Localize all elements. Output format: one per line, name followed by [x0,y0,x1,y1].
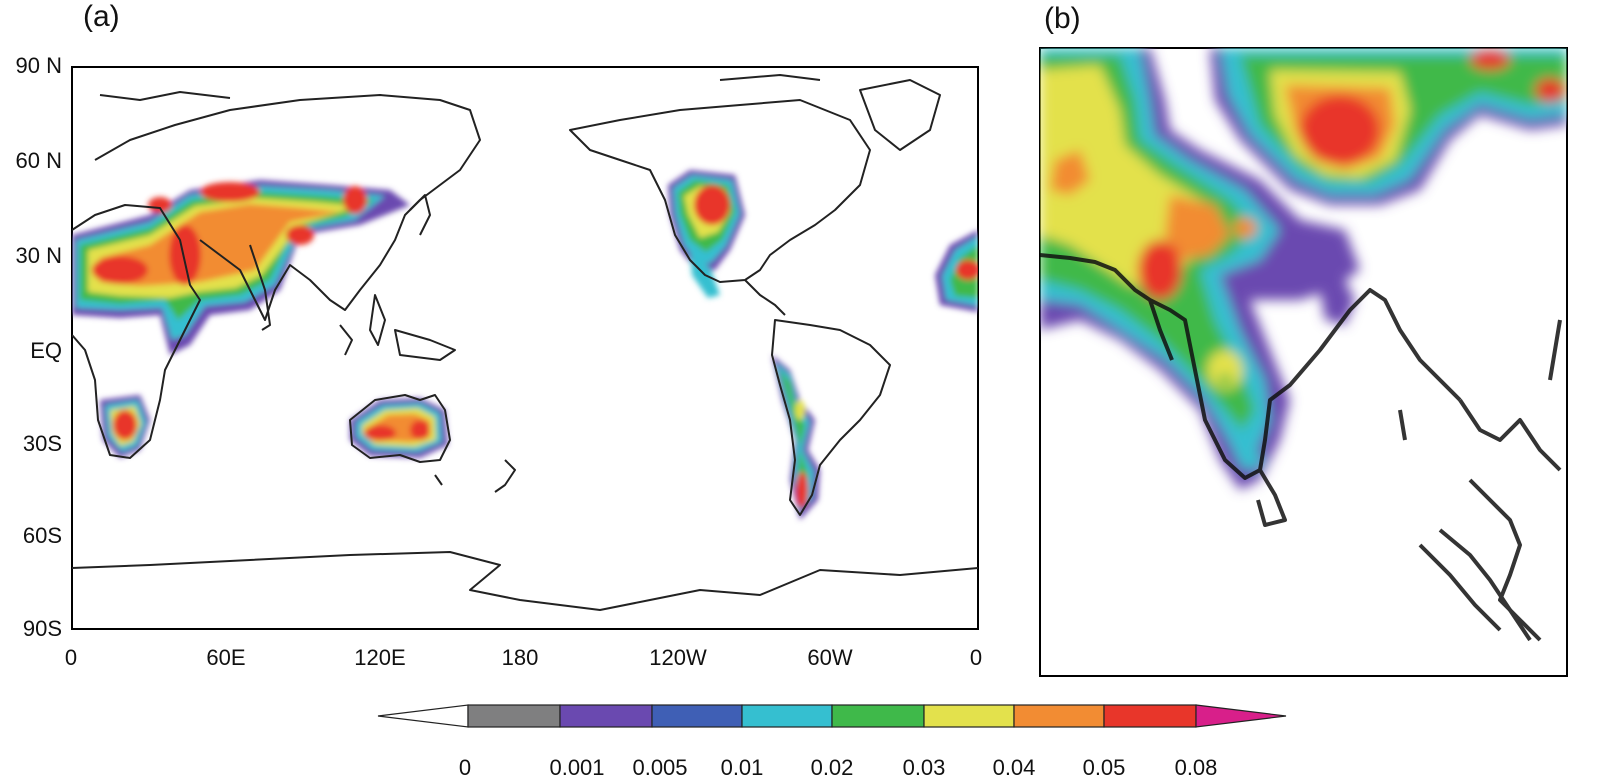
lat-label-90n: 90 N [15,53,62,78]
colorbar-swatch [651,704,743,728]
lat-label-90s: 90S [22,616,62,641]
lat-label-30n: 30 N [15,243,62,268]
colorbar-max-triangle [1195,704,1287,728]
map-a-field [72,170,978,520]
map-b-coastlines [1040,253,1562,642]
field-australia [350,398,448,458]
panel-b-label: (b) [1044,2,1081,35]
colorbar-label: 0.001 [549,755,605,780]
colorbar-swatch [1013,704,1105,728]
colorbar-label: 0.02 [810,755,854,780]
lon-label-120e: 120E [354,645,406,670]
lat-label-60s: 60S [22,523,62,548]
lon-label-0-end: 0 [969,645,983,670]
map-b-field [1040,48,1567,490]
colorbar-label: 0.04 [992,755,1036,780]
map-a-frame [71,66,979,630]
lon-label-60w: 60W [807,645,853,670]
colorbar-swatch [1103,704,1197,728]
colorbar-min-triangle [377,704,469,728]
map-a [71,66,979,630]
map-b [1039,47,1568,677]
colorbar-swatch [831,704,925,728]
colorbar [377,704,1287,728]
colorbar-label: 0.08 [1174,755,1218,780]
lon-label-60e: 60E [206,645,246,670]
colorbar-swatch [923,704,1015,728]
lat-label-60n: 60 N [15,148,62,173]
lat-label-30s: 30S [22,431,62,456]
colorbar-label: 0.005 [632,755,688,780]
field-west-africa-edge [935,230,978,312]
colorbar-swatch [741,704,833,728]
lon-label-120w: 120W [649,645,707,670]
map-a-coastlines [72,74,978,611]
colorbar-label: 0.01 [720,755,764,780]
colorbar-swatch [559,704,653,728]
colorbar-label: 0.05 [1082,755,1126,780]
lon-label-180: 180 [501,645,539,670]
field-southern-africa [100,395,150,458]
panel-a-label: (a) [83,0,120,33]
lat-label-eq: EQ [30,338,62,363]
colorbar-swatch [467,704,561,728]
colorbar-label: 0 [458,755,472,780]
colorbar-label: 0.03 [902,755,946,780]
lon-label-0: 0 [64,645,78,670]
